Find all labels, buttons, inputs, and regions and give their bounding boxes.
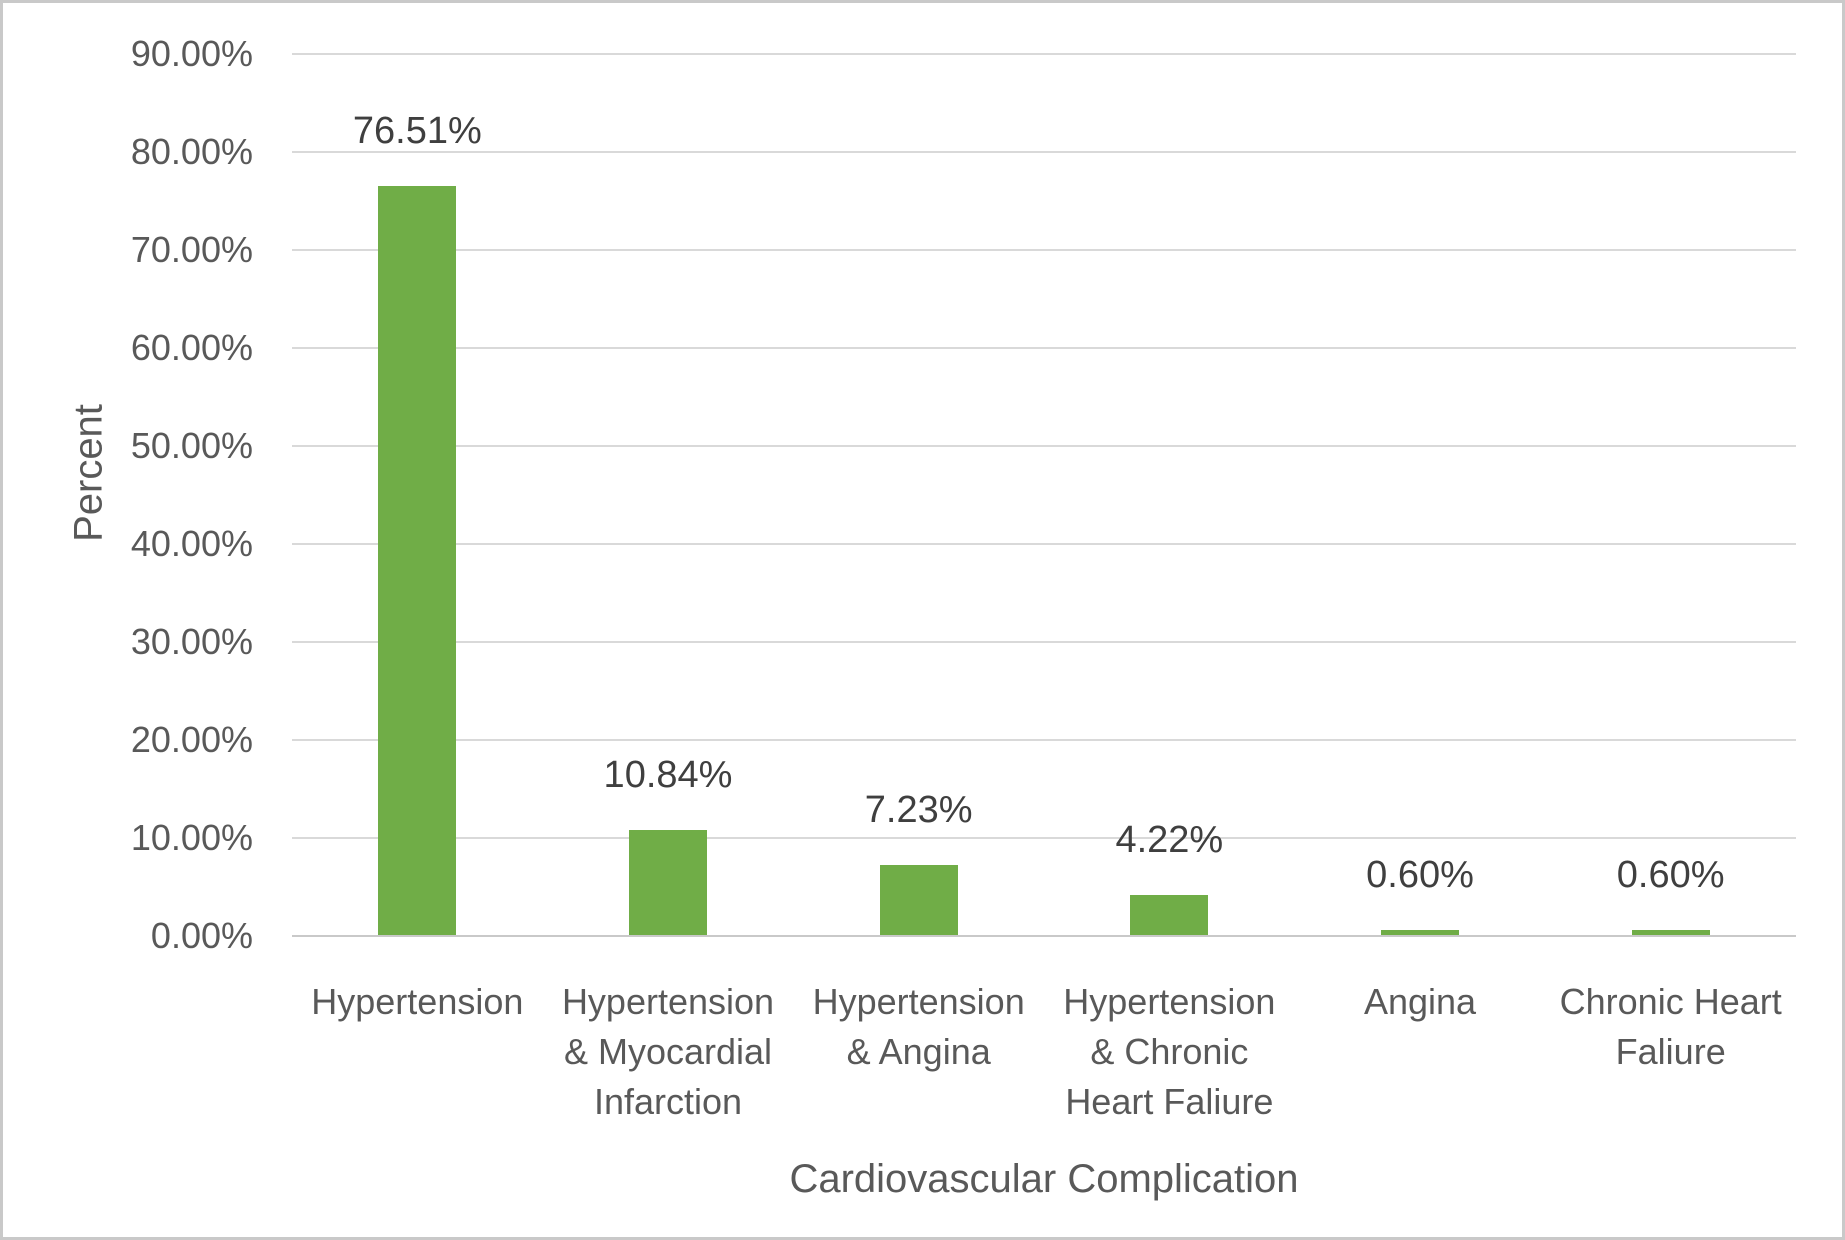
x-axis-line xyxy=(292,935,1796,937)
y-axis-tick-label: 60.00% xyxy=(130,326,253,368)
bar-value-label: 10.84% xyxy=(603,753,733,796)
bar-value-label: 0.60% xyxy=(1616,854,1725,897)
bar-angina xyxy=(1381,930,1459,936)
gridline xyxy=(292,837,1796,839)
plot-area: 76.51% 10.84% 7.23% 4.22% 0.60% 0.60% xyxy=(292,53,1796,937)
bar-value-label: 76.51% xyxy=(352,110,482,153)
y-axis-tick-label: 50.00% xyxy=(130,425,253,466)
gridline xyxy=(292,543,1796,545)
bar-hypertension xyxy=(378,186,457,936)
y-axis-tick-label: 10.00% xyxy=(130,817,253,858)
gridline xyxy=(292,640,1796,643)
bar-value-label: 4.22% xyxy=(1115,818,1224,861)
gridline xyxy=(292,249,1796,251)
y-axis-tick-label: 0.00% xyxy=(150,915,253,956)
bar-hypertension xyxy=(629,829,707,936)
x-axis-title: Cardiovascular Complication xyxy=(789,1157,1299,1201)
bar-hypertension xyxy=(879,865,958,936)
gridline xyxy=(292,346,1796,349)
y-axis-tick-label: 70.00% xyxy=(130,229,253,270)
bar-chronic-heart xyxy=(1631,930,1710,936)
y-axis-tick-label: 80.00% xyxy=(130,131,253,172)
bar-value-label: 0.60% xyxy=(1366,854,1474,897)
category-label: Chronic Heart Faliure xyxy=(1559,981,1782,1072)
gridline xyxy=(292,739,1796,741)
y-axis-tick-label: 20.00% xyxy=(130,719,253,760)
y-axis-tick-label: 90.00% xyxy=(130,33,253,74)
category-label: Hypertension xyxy=(311,981,524,1022)
bar-value-label: 7.23% xyxy=(864,789,973,832)
y-axis-tick-label: 30.00% xyxy=(130,620,253,662)
gridline xyxy=(292,151,1796,153)
category-label: Hypertension & Myocardial Infarction xyxy=(561,981,775,1122)
x-axis-category-labels: Hypertension Hypertension & Myocardial In… xyxy=(292,977,1796,1127)
category-label: Angina xyxy=(1363,981,1477,1022)
category-label: Hypertension & Chronic Heart Faliure xyxy=(1063,981,1276,1122)
bar-hypertension xyxy=(1130,894,1209,936)
gridline xyxy=(292,53,1796,55)
gridline xyxy=(292,445,1796,447)
category-label: Hypertension & Angina xyxy=(812,981,1025,1072)
y-axis-tick-labels: 0.00% 10.00% 20.00% 30.00% 40.00% 50.00% 60.00… xyxy=(3,33,253,956)
y-axis-tick-label: 40.00% xyxy=(130,523,253,564)
